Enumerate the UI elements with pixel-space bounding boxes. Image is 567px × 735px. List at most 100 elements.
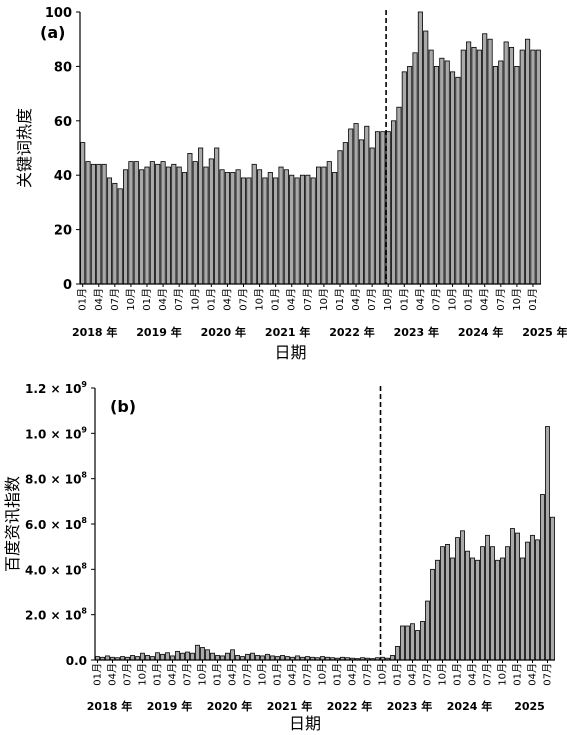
p2-month-label-87: 04月 bbox=[527, 663, 539, 686]
p1-bar-70 bbox=[455, 76, 461, 285]
p1-bar-53 bbox=[364, 125, 370, 285]
p1-bar-76 bbox=[487, 38, 493, 285]
p1-bar-44 bbox=[315, 166, 322, 285]
p2-bar-90 bbox=[545, 426, 550, 661]
p1-bar-12 bbox=[144, 166, 150, 285]
p2-year-label-0: 2018 年 bbox=[87, 699, 132, 713]
p1-year-label-0: 2018 年 bbox=[72, 325, 117, 339]
p1-bar-85 bbox=[535, 49, 541, 285]
p1-bar-39 bbox=[289, 174, 295, 285]
p2-bar-19 bbox=[190, 652, 195, 661]
p1-bar-62 bbox=[412, 52, 418, 285]
p1-month-label-33: 10月 bbox=[254, 288, 266, 311]
p1-month-label-57: 10月 bbox=[382, 288, 394, 311]
p1-bar-24 bbox=[208, 158, 214, 285]
p2-month-label-0: 01月 bbox=[92, 663, 104, 686]
p2-bar-31 bbox=[250, 652, 255, 661]
p2-year-label-7: 2025 bbox=[514, 700, 545, 713]
p2-x-axis-title: 日期 bbox=[289, 714, 321, 733]
p1-bar-6 bbox=[112, 182, 118, 285]
p1-x-axis-title: 日期 bbox=[274, 343, 306, 362]
p2-bar-71 bbox=[450, 557, 455, 661]
p1-bar-38 bbox=[283, 169, 289, 285]
p2-month-label-51: 04月 bbox=[347, 663, 359, 686]
p1-year-label-3: 2021 年 bbox=[265, 325, 310, 339]
p2-bar-76 bbox=[475, 559, 480, 661]
p1-bar-43 bbox=[310, 177, 316, 285]
p1-bar-2 bbox=[90, 163, 96, 285]
p1-bar-10 bbox=[133, 161, 139, 285]
p2-bar-62 bbox=[405, 625, 410, 661]
p1-bar-47 bbox=[332, 172, 338, 285]
p2-bar-27 bbox=[230, 649, 235, 661]
p1-month-label-30: 07月 bbox=[237, 288, 249, 311]
p2-month-label-33: 10月 bbox=[257, 663, 269, 686]
p2-bar-9 bbox=[140, 652, 145, 661]
p2-bar-61 bbox=[400, 625, 405, 661]
p1-bar-66 bbox=[433, 66, 440, 285]
p2-bar-17 bbox=[180, 652, 185, 661]
p1-month-label-39: 04月 bbox=[286, 288, 298, 311]
p1-bar-51 bbox=[353, 123, 359, 285]
p2-bar-37 bbox=[280, 655, 285, 661]
p1-y-axis-title: 关键词热度 bbox=[15, 108, 34, 188]
p2-bar-21 bbox=[200, 647, 205, 661]
p2-month-label-27: 04月 bbox=[227, 663, 239, 686]
p2-bar-80 bbox=[495, 559, 500, 661]
p2-bar-72 bbox=[455, 537, 460, 661]
p2-panel-label: (b) bbox=[110, 397, 136, 416]
p2-bar-64 bbox=[415, 630, 420, 661]
p2-bar-14 bbox=[165, 652, 170, 661]
p1-bar-84 bbox=[530, 49, 536, 285]
p2-month-label-78: 07月 bbox=[482, 663, 494, 686]
p2-month-label-12: 01月 bbox=[152, 663, 164, 686]
p2-bar-65 bbox=[420, 621, 425, 661]
p1-bar-32 bbox=[251, 163, 257, 285]
p1-bar-8 bbox=[123, 169, 129, 285]
p1-month-label-36: 01月 bbox=[270, 288, 282, 311]
p1-month-label-69: 10月 bbox=[447, 288, 459, 311]
p1-bar-75 bbox=[482, 33, 488, 285]
p1-month-label-18: 07月 bbox=[173, 288, 185, 311]
p2-bar-84 bbox=[515, 532, 520, 661]
p2-bar-59 bbox=[390, 655, 395, 661]
p2-bar-30 bbox=[245, 653, 250, 661]
p2-bar-67 bbox=[430, 568, 435, 661]
p2-bar-22 bbox=[205, 649, 210, 661]
p2-bar-73 bbox=[460, 530, 465, 661]
p2-year-label-6: 2024 年 bbox=[447, 699, 492, 713]
p1-month-label-0: 01月 bbox=[77, 288, 89, 311]
p2-bar-78 bbox=[485, 534, 490, 661]
p1-year-label-6: 2024 年 bbox=[458, 325, 503, 339]
p2-bar-82 bbox=[505, 546, 510, 661]
p2-month-label-60: 01月 bbox=[392, 663, 404, 686]
p1-bar-11 bbox=[139, 169, 145, 285]
p1-ytick-label-4: 80 bbox=[54, 60, 72, 75]
p2-bar-74 bbox=[465, 550, 470, 661]
p2-month-label-75: 04月 bbox=[467, 663, 479, 686]
p1-month-label-72: 01月 bbox=[463, 288, 475, 311]
p1-month-label-63: 04月 bbox=[414, 288, 426, 311]
p2-month-label-81: 10月 bbox=[497, 663, 509, 686]
p1-bar-83 bbox=[525, 38, 531, 285]
p1-bar-79 bbox=[503, 41, 509, 285]
p2-bar-24 bbox=[215, 655, 220, 661]
p1-bar-14 bbox=[155, 163, 161, 285]
p1-bar-54 bbox=[369, 147, 375, 285]
p1-bar-41 bbox=[299, 174, 306, 285]
p2-month-label-57: 10月 bbox=[377, 663, 389, 686]
p1-bar-21 bbox=[192, 161, 198, 285]
p2-bar-69 bbox=[440, 546, 445, 661]
p1-bar-45 bbox=[321, 166, 327, 285]
p2-bar-87 bbox=[530, 534, 535, 661]
p2-bar-12 bbox=[155, 652, 160, 661]
p1-bar-59 bbox=[396, 106, 402, 285]
p1-bar-49 bbox=[342, 142, 348, 285]
p2-month-label-30: 07月 bbox=[242, 663, 254, 686]
p2-bar-77 bbox=[480, 546, 485, 661]
p1-bar-23 bbox=[203, 166, 209, 285]
p2-month-label-18: 07月 bbox=[182, 663, 194, 686]
p2-ytick-label-0: 1.2 × 109 bbox=[25, 380, 87, 396]
p2-bar-35 bbox=[270, 655, 275, 661]
p1-bar-1 bbox=[85, 161, 91, 285]
